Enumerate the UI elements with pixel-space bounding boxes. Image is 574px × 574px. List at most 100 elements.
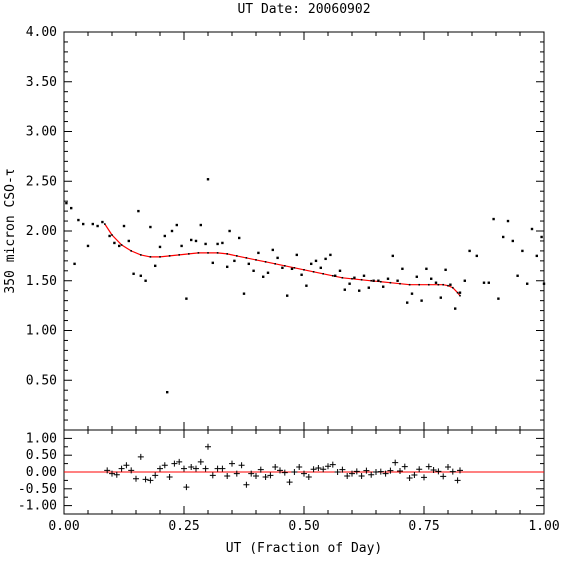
fit-point [322, 272, 324, 275]
data-point [149, 225, 152, 229]
fit-point [437, 283, 440, 286]
residual-point [209, 472, 216, 479]
residual-point [334, 469, 341, 475]
residual-plot-y-tick-labels: 1.00 0.50 0.00 -0.50 -1.00 [18, 431, 57, 513]
data-point [319, 266, 322, 270]
residual-point [435, 468, 442, 475]
data-point [540, 235, 543, 239]
residual-point [183, 484, 190, 491]
data-point [487, 281, 490, 284]
data-point [542, 282, 546, 285]
fit-point [104, 223, 106, 225]
residual-point [353, 468, 360, 475]
residual-point [305, 474, 312, 481]
fit-point [168, 255, 171, 257]
data-point [492, 217, 495, 221]
data-point [506, 219, 510, 223]
data-point [449, 283, 452, 286]
data-point [502, 235, 505, 239]
residual-point [397, 467, 403, 474]
data-point [170, 229, 174, 233]
main-y-tick-label: 3.00 [26, 125, 57, 140]
data-point [132, 272, 135, 275]
fit-point [159, 256, 161, 258]
residual-point [238, 462, 245, 469]
residual-point [277, 467, 283, 474]
data-point [305, 284, 308, 287]
residual-y-tick-label: -0.50 [18, 482, 57, 497]
residual-point [430, 466, 437, 473]
data-point [175, 223, 178, 227]
data-point [211, 261, 214, 265]
main-y-tick-label: 2.00 [26, 224, 57, 239]
data-point [521, 249, 524, 253]
residual-point [392, 459, 399, 466]
fit-point [293, 267, 296, 269]
data-point [137, 209, 140, 213]
residual-point [257, 466, 264, 473]
residual-point [205, 443, 211, 450]
fit-point [303, 269, 305, 271]
chart-title: UT Date: 20060902 [237, 2, 370, 17]
data-point [295, 253, 298, 257]
data-point [247, 262, 250, 266]
residual-point [137, 453, 144, 460]
residual-point [344, 473, 351, 480]
fit-point [428, 283, 430, 286]
fit-point [370, 279, 372, 282]
data-point [530, 227, 534, 231]
fit-point [418, 283, 420, 286]
data-point [329, 253, 332, 257]
residual-points [104, 443, 463, 491]
data-point [190, 238, 193, 242]
data-point [444, 268, 447, 272]
fit-point [197, 252, 200, 254]
data-point [367, 286, 370, 289]
fit-line [104, 223, 461, 297]
data-point [238, 236, 241, 240]
data-point [468, 249, 471, 253]
residual-point [325, 463, 331, 470]
residual-point [286, 479, 293, 486]
data-point [271, 248, 274, 252]
main-plot: 0.50 1.00 1.50 2.00 2.50 3.00 3.50 4.00 350 mic… [3, 25, 546, 431]
residual-point [454, 477, 461, 484]
data-point [348, 282, 351, 285]
residual-point [382, 470, 389, 477]
data-point [410, 292, 414, 295]
residual-point [142, 476, 149, 483]
residual-y-tick-label: 0.00 [26, 465, 57, 480]
data-point [511, 239, 514, 243]
residual-point [128, 467, 135, 474]
residual-point [281, 469, 288, 476]
data-point [65, 201, 68, 205]
residual-point [188, 463, 195, 470]
residual-point [267, 472, 274, 479]
fit-point [245, 257, 248, 259]
data-point [290, 267, 294, 271]
x-tick-label: 0.50 [288, 519, 319, 534]
data-point [108, 234, 111, 238]
data-point [516, 274, 519, 277]
residual-point [296, 463, 303, 470]
data-point [199, 223, 202, 227]
data-point [233, 259, 236, 263]
data-point [242, 292, 246, 295]
data-point [77, 218, 80, 222]
residual-point [363, 467, 370, 474]
data-point [101, 220, 104, 224]
residual-point [253, 473, 259, 480]
residual-point [104, 467, 111, 474]
data-point [185, 297, 188, 300]
fit-point [255, 259, 257, 261]
residual-point [387, 467, 394, 474]
residual-point [133, 475, 139, 482]
fit-point [216, 252, 219, 254]
fit-point [140, 254, 142, 256]
x-tick-label: 0.25 [168, 519, 199, 534]
data-point [372, 279, 375, 282]
data-point [420, 299, 423, 302]
residual-point [377, 468, 384, 475]
data-point [434, 281, 438, 284]
data-point [386, 277, 390, 280]
